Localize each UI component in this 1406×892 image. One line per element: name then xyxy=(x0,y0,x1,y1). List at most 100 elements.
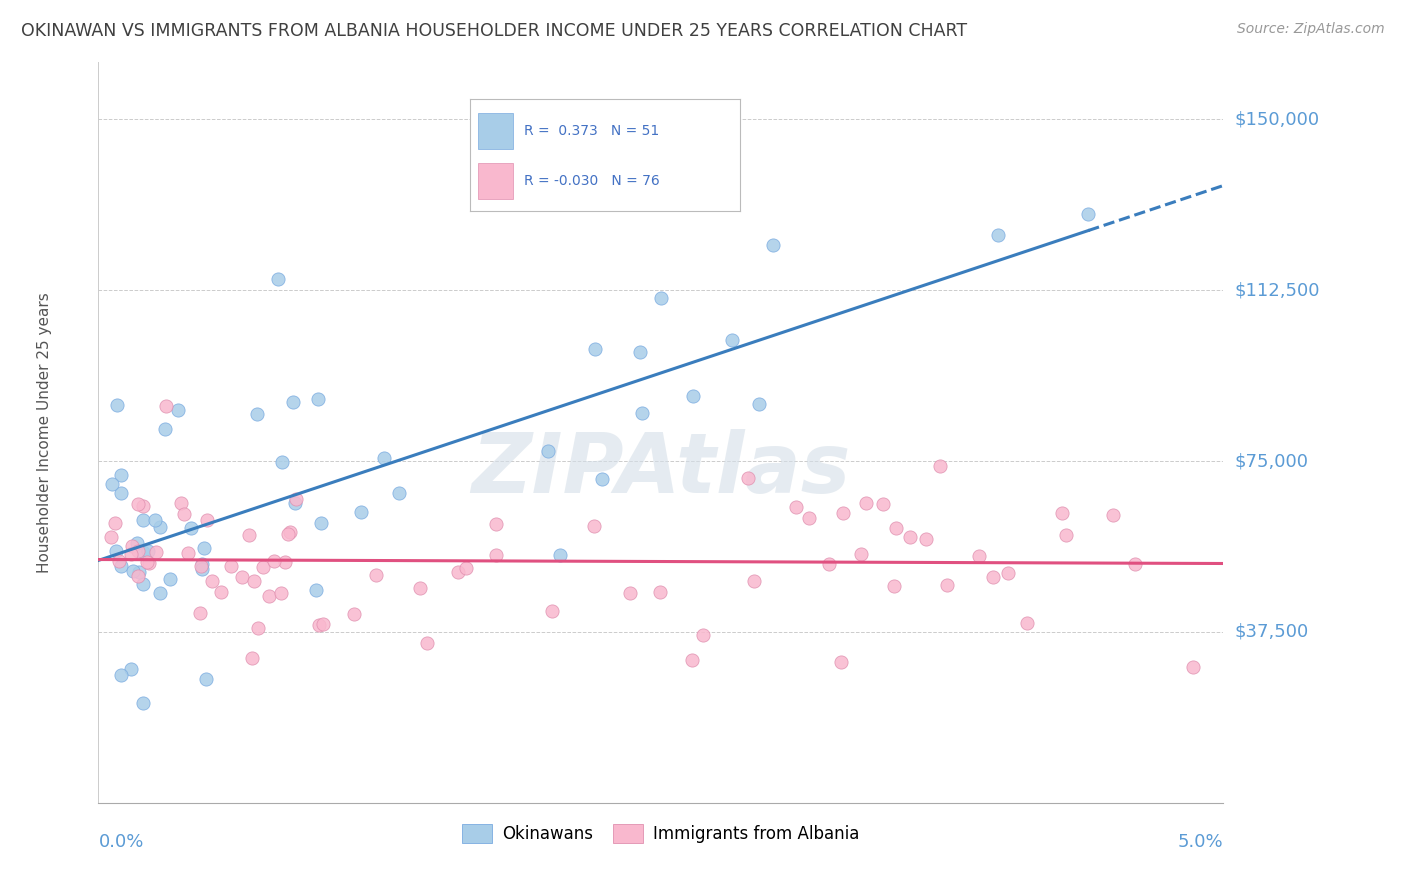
Point xyxy=(219,558,242,573)
Point xyxy=(650,585,672,599)
Point xyxy=(682,389,704,403)
Point xyxy=(284,492,307,507)
Point xyxy=(246,621,269,635)
Point xyxy=(127,569,149,583)
Point xyxy=(273,555,295,569)
Text: $37,500: $37,500 xyxy=(1234,623,1309,641)
Point xyxy=(305,583,328,598)
Point xyxy=(307,392,329,406)
Point xyxy=(159,572,181,586)
Point xyxy=(270,455,292,469)
Point xyxy=(277,527,299,541)
Point xyxy=(132,499,155,513)
Point xyxy=(201,574,224,588)
Point xyxy=(416,636,439,650)
Point xyxy=(883,579,905,593)
Point xyxy=(915,533,938,547)
Point xyxy=(849,547,872,561)
Point xyxy=(312,617,335,632)
Point xyxy=(257,589,280,603)
Point xyxy=(121,539,143,553)
Point xyxy=(548,548,571,562)
Point xyxy=(132,513,155,527)
Point xyxy=(936,578,959,592)
Point xyxy=(243,574,266,589)
Text: 0.0%: 0.0% xyxy=(98,833,143,851)
Point xyxy=(110,668,132,682)
Point xyxy=(583,342,606,356)
Point xyxy=(105,543,128,558)
Point xyxy=(132,545,155,559)
Point xyxy=(180,521,202,535)
Point xyxy=(997,566,1019,581)
Point xyxy=(155,400,177,414)
Point xyxy=(136,556,159,570)
Point xyxy=(177,546,200,560)
Point xyxy=(650,291,672,305)
Point xyxy=(350,505,373,519)
Point xyxy=(145,513,167,527)
Point xyxy=(884,521,907,535)
Point xyxy=(122,564,145,578)
Point xyxy=(173,508,195,522)
Point xyxy=(188,606,211,620)
Point xyxy=(311,516,333,531)
Point xyxy=(246,408,269,422)
Point xyxy=(231,570,253,584)
Point xyxy=(100,530,122,544)
Point xyxy=(447,566,470,580)
Point xyxy=(308,618,330,632)
Point xyxy=(252,560,274,574)
Point xyxy=(280,525,302,540)
Point xyxy=(537,444,560,458)
Point xyxy=(631,406,654,420)
Point xyxy=(485,516,508,531)
Point xyxy=(267,272,290,286)
Point xyxy=(194,672,217,686)
Point xyxy=(110,467,132,482)
Point xyxy=(209,585,232,599)
Point xyxy=(582,519,605,533)
Point xyxy=(167,402,190,417)
Point xyxy=(485,549,508,563)
Point xyxy=(817,557,839,571)
Point xyxy=(125,536,148,550)
Point xyxy=(388,486,411,500)
Point xyxy=(785,500,807,514)
Point xyxy=(737,471,759,485)
Point xyxy=(120,662,142,676)
Point xyxy=(628,345,651,359)
Point xyxy=(149,586,172,600)
Point xyxy=(238,528,260,542)
Point xyxy=(681,653,703,667)
Point xyxy=(190,558,212,573)
Text: Householder Income Under 25 years: Householder Income Under 25 years xyxy=(37,293,52,573)
Point xyxy=(797,510,820,524)
Point xyxy=(1101,508,1123,523)
Point xyxy=(969,549,991,563)
Point xyxy=(190,557,212,571)
Point xyxy=(193,541,215,555)
Point xyxy=(1015,616,1038,631)
Point xyxy=(872,497,894,511)
Point xyxy=(1050,506,1073,520)
Point xyxy=(110,558,132,573)
Point xyxy=(742,574,765,588)
Point xyxy=(987,227,1010,242)
Point xyxy=(195,513,218,527)
Point xyxy=(1077,207,1099,221)
Point xyxy=(928,458,950,473)
Point xyxy=(110,486,132,500)
Point xyxy=(284,496,307,510)
Point xyxy=(132,577,155,591)
Point xyxy=(138,556,160,570)
Point xyxy=(748,397,770,411)
Point xyxy=(145,545,167,559)
Point xyxy=(270,586,292,600)
Point xyxy=(619,585,641,599)
Point xyxy=(240,651,263,665)
Point xyxy=(1123,558,1146,572)
Point xyxy=(1182,660,1205,674)
Point xyxy=(364,568,387,582)
Point xyxy=(132,696,155,710)
